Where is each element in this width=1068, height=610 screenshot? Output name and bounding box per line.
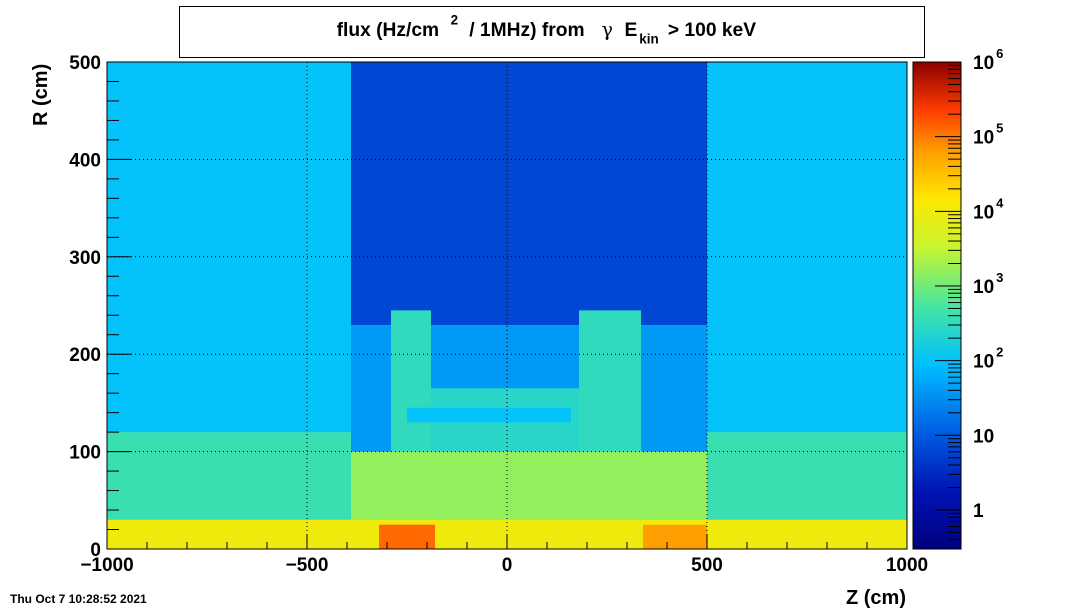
colorbar-tick-label: 10 4	[973, 195, 1004, 223]
y-tick-label: 100	[69, 443, 101, 464]
y-axis: 0 100 200 300 400 500	[69, 53, 131, 561]
y-tick-label: 300	[69, 248, 101, 269]
y-tick-label: 400	[69, 150, 101, 171]
x-tick-label: 1000	[886, 555, 928, 576]
colorbar-tick-label: 1	[973, 501, 984, 522]
heatmap-region-11	[643, 524, 707, 549]
colorbar-tick-label: 10 5	[973, 121, 1003, 149]
x-tick-label: 500	[691, 555, 723, 576]
x-axis-label: Z (cm)	[846, 587, 906, 609]
colorbar	[912, 61, 962, 550]
grid-lines	[107, 62, 907, 549]
colorbar-tick-label: 10 3	[973, 270, 1003, 298]
y-tick-label: 200	[69, 345, 101, 366]
timestamp: Thu Oct 7 10:28:52 2021	[10, 592, 147, 606]
y-axis-label: R (cm)	[30, 64, 52, 126]
x-axis: −1000 −500 0 500 1000	[80, 535, 928, 576]
heatmap-region-7	[407, 407, 571, 423]
heatmap-region-10	[379, 524, 435, 549]
colorbar-tick-label: 10 2	[973, 345, 1003, 373]
heatmap-cells	[107, 62, 907, 549]
colorbar-tick-label: 10	[973, 426, 994, 447]
y-tick-label: 500	[69, 53, 101, 74]
x-tick-label: −500	[286, 555, 329, 576]
colorbar-tick-label: 10 6	[973, 46, 1003, 74]
x-tick-label: −1000	[80, 555, 133, 576]
x-tick-label: 0	[502, 555, 513, 576]
y-tick-label: 0	[90, 540, 101, 561]
